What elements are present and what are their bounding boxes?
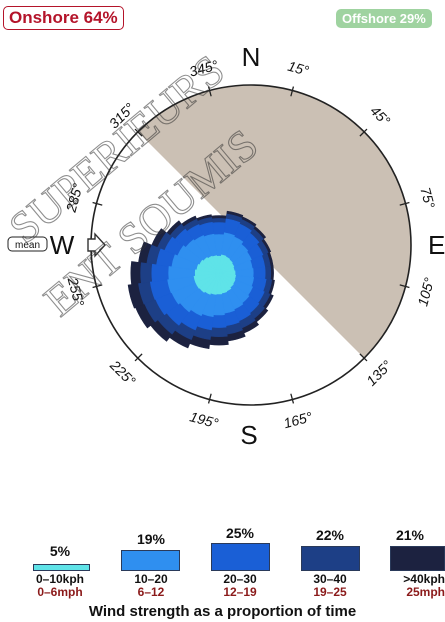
bearing-tick — [399, 284, 410, 289]
offshore-badge: Offshore 29% — [336, 9, 432, 28]
bearing-tick — [92, 284, 103, 289]
petal-wedge — [199, 259, 220, 274]
legend-mph: 19–25 — [313, 585, 347, 599]
bearing-tick — [399, 201, 410, 206]
bearing-tick — [290, 393, 295, 404]
legend-percent: 19% — [136, 531, 166, 547]
bearing-tick — [134, 128, 143, 137]
legend-mph: 6–12 — [137, 585, 165, 599]
onshore-badge: Onshore 64% — [3, 6, 124, 30]
petal-wedge — [194, 269, 220, 277]
legend-percent: 25% — [225, 525, 255, 541]
bearing-label: 285° — [63, 181, 86, 214]
bearing-label: 135° — [363, 357, 395, 389]
bearing-label: 45° — [367, 102, 394, 129]
bearing-tick — [207, 393, 212, 404]
legend-mph: 25mph — [406, 585, 445, 599]
legend-percent: 21% — [395, 527, 425, 543]
bearing-tick — [290, 86, 295, 97]
bearing-label: 255° — [64, 275, 87, 308]
bearing-label: 15° — [286, 58, 311, 79]
mean-label-box — [7, 236, 48, 252]
compass-east: E — [428, 230, 445, 260]
compass-north: N — [242, 42, 261, 72]
legend-mph: 12–19 — [223, 585, 257, 599]
petal-wedge — [211, 255, 220, 274]
legend-kph: 30–40 — [313, 572, 347, 586]
bearing-tick — [359, 353, 368, 362]
mean-label: mean — [15, 240, 40, 251]
petal-wedge — [203, 257, 220, 274]
legend-kph: 20–30 — [223, 572, 257, 586]
petal-wedge — [218, 256, 231, 274]
bearing-tick — [92, 201, 103, 206]
legend-swatch — [121, 550, 180, 571]
compass-west: W — [50, 230, 75, 260]
bearing-tick — [134, 353, 143, 362]
legend-kph: 10–20 — [134, 572, 168, 586]
compass-south: S — [240, 420, 257, 450]
mean-direction-arrow-icon — [87, 232, 106, 258]
legend-kph: >40kph — [403, 572, 445, 586]
petal-wedge — [207, 255, 220, 274]
petal-wedge — [193, 272, 220, 284]
bearing-label: 105° — [414, 275, 437, 307]
bearing-label: 315° — [106, 99, 138, 131]
legend-mph: 0–6mph — [37, 585, 83, 599]
offshore-sector-layer — [137, 84, 411, 359]
bearing-tick — [359, 128, 368, 137]
legend-percent: 5% — [49, 543, 71, 559]
offshore-sector — [137, 84, 411, 359]
bearing-tick — [207, 86, 212, 97]
petal-wedge — [218, 259, 233, 274]
legend-swatch — [390, 546, 445, 571]
petal-wedge — [168, 266, 220, 280]
bearing-ticks — [92, 86, 410, 404]
bearing-label: 345° — [188, 57, 220, 80]
bearing-label: 75° — [417, 185, 438, 210]
bearing-label: 225° — [106, 356, 139, 389]
legend-caption: Wind strength as a proportion of time — [88, 603, 357, 620]
legend-kph: 0–10kph — [35, 572, 85, 586]
petal-wedge — [218, 262, 235, 274]
legend-swatch — [301, 546, 360, 571]
bearing-label: 165° — [282, 408, 314, 431]
wind-petals — [127, 210, 275, 349]
legend-percent: 22% — [315, 527, 345, 543]
legend-swatch — [33, 564, 90, 571]
legend-swatch — [211, 543, 270, 571]
bearing-label: 195° — [188, 408, 220, 431]
